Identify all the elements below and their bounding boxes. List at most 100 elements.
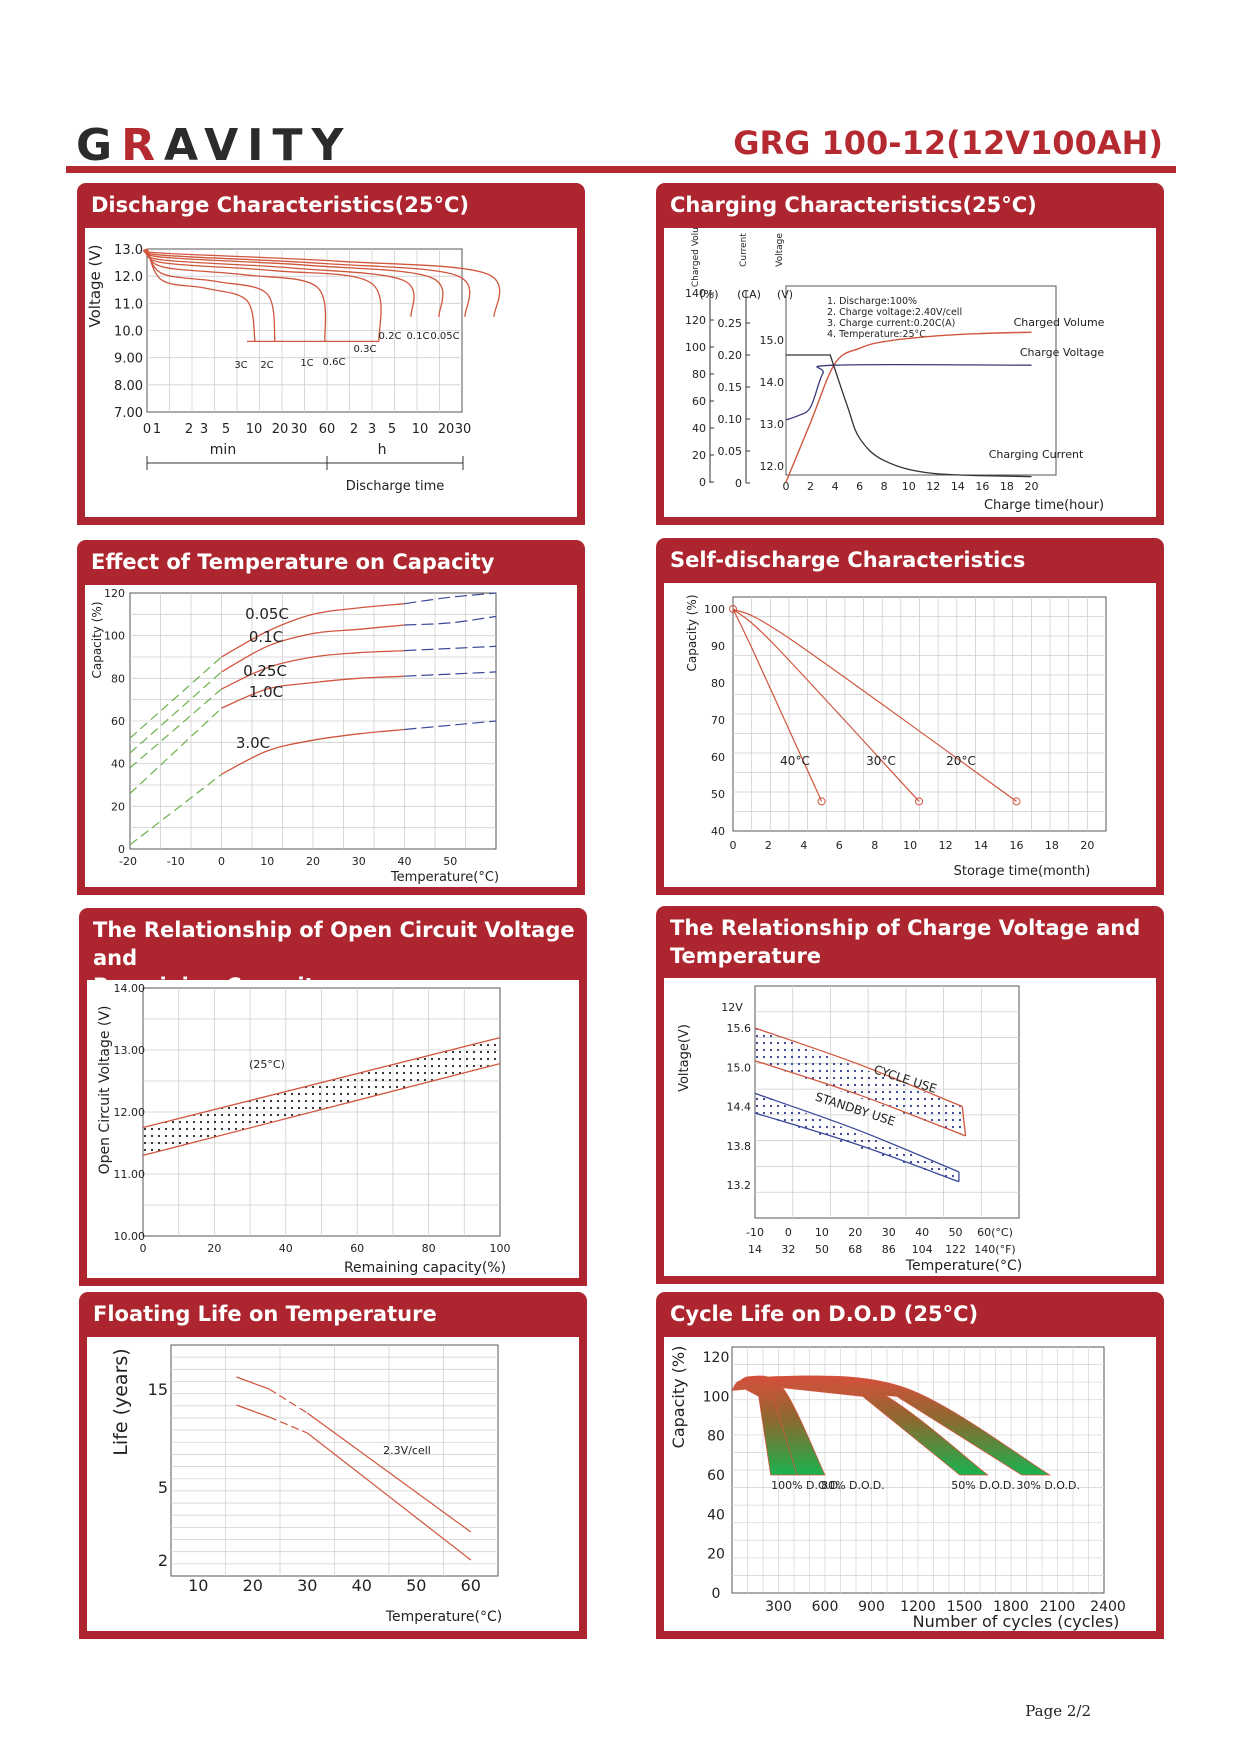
discharge-series-label: 0.6C xyxy=(323,357,346,368)
charging-header: (V) xyxy=(777,288,793,301)
temperature-series-0.1C xyxy=(221,624,405,673)
header-rule xyxy=(66,166,1176,173)
discharge-series-label: 3C xyxy=(234,360,247,371)
ocv-xtick: 60 xyxy=(350,1242,364,1255)
discharge-ytick: 11.0 xyxy=(114,297,143,312)
discharge-series-label: 1C xyxy=(300,358,313,369)
floating-series-lower xyxy=(306,1432,472,1561)
selfdis-xtick: 16 xyxy=(1009,839,1023,852)
self-discharge-title: Self-discharge Characteristics xyxy=(670,548,1026,572)
charging-series-voltage xyxy=(785,363,1032,421)
charging-voltage-tick: 13.0 xyxy=(760,418,785,431)
temperature-series-label: 0.05C xyxy=(245,605,289,623)
cycle-ylabel: Capacity (%) xyxy=(669,1346,688,1449)
cycle-xlabel: Number of cycles (cycles) xyxy=(913,1612,1120,1631)
charging-header: (CA) xyxy=(737,288,761,301)
temperature-xtick: 50 xyxy=(443,855,457,868)
selfdis-xtick: 6 xyxy=(836,839,843,852)
charging-xtick: 12 xyxy=(926,480,940,493)
floating-series-upper xyxy=(306,1412,472,1533)
discharge-series-0.05C xyxy=(142,248,501,318)
chargev-xtick-c: 0 xyxy=(785,1226,792,1239)
ocv-chart: 14.00 13.00 12.00 11.00 10.000 20 40 60 80 100 Ope… xyxy=(97,982,511,1276)
chargev-xtick-c: -10 xyxy=(746,1226,764,1239)
ocv-xtick: 20 xyxy=(207,1242,221,1255)
discharge-xtick: 3 xyxy=(368,422,376,437)
charging-note: 2. Charge voltage:2.40V/cell xyxy=(827,307,962,318)
cycle-xtick: 2100 xyxy=(1040,1599,1076,1615)
selfdis-ytick: 100 xyxy=(704,603,725,616)
charging-xtick: 8 xyxy=(881,480,888,493)
temperature-series-label: 3.0C xyxy=(236,734,270,752)
ocv-ylabel: Open Circuit Voltage (V) xyxy=(97,1006,113,1175)
temperature-panel: Effect of Temperature on Capacity 120 100… xyxy=(77,540,585,895)
discharge-ytick: 13.0 xyxy=(114,243,143,258)
selfdis-series-30°C xyxy=(732,608,920,802)
selfdis-series-label: 40°C xyxy=(780,754,810,768)
cycle-xtick: 1500 xyxy=(947,1599,983,1615)
temperature-series-1.0C-high xyxy=(404,671,497,677)
discharge-unit-h: h xyxy=(378,442,387,458)
selfdis-xtick: 0 xyxy=(730,839,737,852)
charging-current-tick: 0.25 xyxy=(718,317,743,330)
charging-xtick: 10 xyxy=(902,480,916,493)
chargev-upper-line xyxy=(754,1027,963,1108)
cycle-xtick: 2400 xyxy=(1090,1599,1126,1615)
selfdis-xtick: 18 xyxy=(1045,839,1059,852)
discharge-xtick: 2 xyxy=(185,422,193,437)
temperature-series-1.0C xyxy=(221,675,405,709)
ocv-band xyxy=(143,1037,500,1156)
selfdis-ytick: 70 xyxy=(711,714,725,727)
temperature-series-0.05C-high xyxy=(404,592,497,605)
charging-header: (%) xyxy=(699,288,718,301)
charging-volume-tick: 20 xyxy=(692,449,706,462)
selfdis-series-40°C xyxy=(732,608,823,802)
charging-voltage-tick: 12.0 xyxy=(760,460,785,473)
discharge-xtick: 5 xyxy=(388,422,396,437)
chargev-xtick-c: 20 xyxy=(848,1226,862,1239)
selfdis-xtick: 4 xyxy=(800,839,807,852)
discharge-ytick: 9.00 xyxy=(114,352,143,367)
cycle-series-label: 80% D.O.D. xyxy=(821,1479,885,1492)
discharge-ylabel: Voltage (V) xyxy=(86,245,104,328)
charging-voltage-tick: 14.0 xyxy=(760,376,785,389)
chargev-band-1 xyxy=(755,1093,959,1182)
discharge-xtick: 30 xyxy=(455,422,472,437)
selfdis-series-label: 20°C xyxy=(946,754,976,768)
page-number: Page 2/2 xyxy=(1025,1702,1091,1720)
chargev-ytick: 15.6 xyxy=(727,1022,752,1035)
cycle-ytick: 120 xyxy=(703,1350,730,1366)
self-discharge-panel: Self-discharge Characteristics 100 90 80 70… xyxy=(656,538,1164,895)
charging-xlabel: Charge time(hour) xyxy=(984,498,1104,513)
discharge-series-0.1C xyxy=(143,248,471,318)
charging-xtick: 20 xyxy=(1024,480,1038,493)
chargev-xlabel: Temperature(°C) xyxy=(905,1258,1022,1274)
charging-xtick: 4 xyxy=(832,480,839,493)
cycle-ytick: 20 xyxy=(707,1547,725,1563)
chargev-end-line xyxy=(961,1106,967,1137)
cycle-ytick: 100 xyxy=(703,1389,730,1405)
chargev-xtick-f: 122 xyxy=(945,1243,966,1256)
floating-ytick: 5 xyxy=(158,1478,168,1497)
temperature-xtick: 30 xyxy=(352,855,366,868)
ocv-xtick: 40 xyxy=(279,1242,293,1255)
discharge-xtick: 2 xyxy=(350,422,358,437)
chargev-ytick: 13.2 xyxy=(727,1179,752,1192)
charging-header: Charged Volume xyxy=(691,228,701,287)
temperature-xtick: 20 xyxy=(306,855,320,868)
discharge-xtick: 10 xyxy=(246,422,263,437)
discharge-panel: Discharge Characteristics(25°C) 0 1 2 3 5 10 2… xyxy=(77,183,585,525)
floating-series-upper-dashed xyxy=(268,1388,308,1414)
charge-voltage-chart: Voltage(V) 12V 15.6 15.0 14.4 13.8 13.2 -10 0 10 2… xyxy=(677,985,1022,1274)
charging-current-tick: 0 xyxy=(735,477,742,490)
chargev-xtick-c: 40 xyxy=(915,1226,929,1239)
temperature-ytick: 120 xyxy=(104,587,125,600)
discharge-xtick: 30 xyxy=(291,422,308,437)
charging-current-tick: 0.05 xyxy=(718,445,743,458)
discharge-series-0.2C xyxy=(144,248,444,318)
selfdis-ylabel: Capacity (%) xyxy=(685,594,699,671)
selfdis-xlabel: Storage time(month) xyxy=(954,864,1091,879)
chargev-xtick-f: 140(°F) xyxy=(974,1243,1015,1256)
charging-current-tick: 0.10 xyxy=(718,413,743,426)
temperature-xtick: 0 xyxy=(218,855,225,868)
